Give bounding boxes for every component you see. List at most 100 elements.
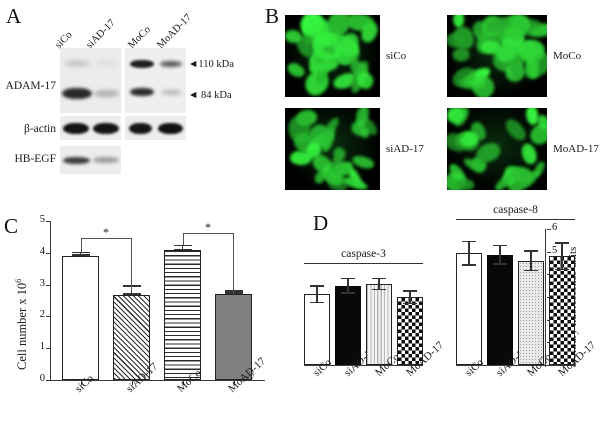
table-row bar-siCo[interactable] <box>62 255 99 380</box>
panel-d-y-tick-label: 6 <box>552 222 558 233</box>
panel-c-x-tick <box>80 381 82 385</box>
table-row bar-MoCo[interactable] <box>164 250 201 380</box>
error-bar-cap-top <box>524 250 538 252</box>
blot-row-label-adam17: ADAM-17 <box>5 80 56 92</box>
micrograph-label-moad17: MoAD-17 <box>553 143 599 155</box>
table-row bar-caspase-3-siCo[interactable] <box>304 294 330 365</box>
panel-c-y-tick <box>46 316 50 318</box>
panel-d-error-bar <box>341 277 355 294</box>
panel-c-error-bar <box>224 290 243 294</box>
panel-c-y-tick <box>46 348 50 350</box>
table-row bar-caspase-3-MoCo[interactable] <box>366 284 392 365</box>
panel-a-letter: A <box>6 4 22 28</box>
panel-c-error-bar <box>122 285 141 296</box>
panel-c-significance-star: * <box>205 220 211 235</box>
panel-c-error-bar <box>71 251 90 256</box>
error-bar-stem <box>530 250 532 272</box>
bracket-right-line <box>130 238 132 292</box>
table-row bar-caspase-3-siAD-17[interactable] <box>335 285 361 365</box>
micrograph-siad17 <box>285 108 380 190</box>
panel-d-group-label-caspase-8: caspase-8 <box>493 204 538 216</box>
micrograph-sico <box>285 15 380 97</box>
error-bar-cap-bottom <box>310 301 324 304</box>
fluorescent-cell <box>447 31 466 49</box>
panel-d-error-bar <box>462 240 476 266</box>
panel-c-y-tick-label: 1 <box>39 341 45 353</box>
bracket-left-line <box>182 233 184 245</box>
error-bar-stem <box>499 244 501 266</box>
table-row bar-caspase-8-MoCo[interactable] <box>518 260 544 365</box>
kda-marker-84: ◄ 84 kDa <box>188 90 232 101</box>
error-bar-cap-top <box>224 290 243 292</box>
panel-d-error-bar <box>403 289 417 305</box>
error-bar-stem <box>347 277 349 294</box>
error-bar-cap-bottom <box>224 292 243 294</box>
panel-c-significance-star: * <box>103 225 109 240</box>
error-bar-cap-top <box>310 285 324 287</box>
error-bar-cap-top <box>71 251 90 254</box>
bracket-left-line <box>80 238 82 252</box>
error-bar-stem <box>130 285 133 296</box>
error-bar-cap-bottom <box>403 302 417 305</box>
error-bar-cap-bottom <box>493 263 507 266</box>
error-bar-stem <box>468 240 470 266</box>
panel-c-y-tick-label: 2 <box>39 309 45 321</box>
panel-c-x-tick <box>182 381 184 385</box>
arrow-left-icon: ◄ <box>188 59 199 70</box>
micrograph-moco <box>447 15 547 97</box>
micrograph-label-siad17: siAD-17 <box>386 143 424 155</box>
panel-c-error-bar <box>173 244 192 251</box>
table-row bar-caspase-8-siAD-17[interactable] <box>487 254 513 365</box>
panel-d-y-tick <box>547 251 551 253</box>
panel-d-y-tick-label: 5 <box>552 244 558 256</box>
panel-c-letter: C <box>4 214 19 238</box>
blot-adam17-si <box>60 48 121 113</box>
error-bar-stem <box>561 241 563 271</box>
panel-c-significance-bracket <box>80 238 132 292</box>
kda-84-text: 84 kDa <box>201 90 232 101</box>
panel-d-x-axis-caspase-8 <box>456 365 575 367</box>
fluorescent-cell <box>524 108 539 126</box>
bracket-top-line <box>182 233 234 235</box>
panel-c-y-tick-label: 3 <box>39 277 45 289</box>
blot-lane-label-moad17: MoAD-17 <box>155 12 194 51</box>
panel-d-group-line-caspase-3 <box>304 263 423 265</box>
error-bar-stem <box>79 251 82 256</box>
error-bar-cap-top <box>173 244 192 247</box>
kda-110-text: 110 kDa <box>198 59 234 70</box>
fluorescent-cell <box>285 59 307 80</box>
blot-adam17-mo <box>125 48 186 113</box>
error-bar-cap-bottom <box>555 268 569 271</box>
table-row bar-caspase-8-siCo[interactable] <box>456 253 482 365</box>
blot-beta-actin-si <box>60 116 121 140</box>
table-row bar-MoAD-17[interactable] <box>215 293 252 380</box>
bracket-right-line <box>232 233 234 297</box>
error-bar-stem <box>378 277 380 291</box>
error-bar-stem <box>316 285 318 304</box>
panel-c-axis-note: 7 <box>251 373 255 381</box>
error-bar-cap-bottom <box>462 264 476 266</box>
blot-lane-label-siad17: siAD-17 <box>84 17 118 51</box>
table-row bar-siAD-17[interactable] <box>113 295 150 380</box>
error-bar-cap-bottom <box>341 291 355 294</box>
error-bar-cap-top <box>462 240 476 243</box>
error-bar-stem <box>181 244 184 251</box>
micrograph-label-moco: MoCo <box>553 50 582 62</box>
panel-c-significance-bracket <box>182 233 234 297</box>
table-row bar-caspase-8-MoAD-17[interactable] <box>549 256 575 365</box>
table-row bar-caspase-3-MoAD-17[interactable] <box>397 297 423 365</box>
error-bar-stem <box>232 290 235 294</box>
fluorescent-cell <box>287 115 311 144</box>
error-bar-cap-top <box>372 277 386 280</box>
panel-d-y-axis <box>545 229 547 367</box>
micrograph-label-sico: siCo <box>386 50 407 62</box>
blot-row-label-beta-actin: β-actin <box>23 123 56 135</box>
error-bar-cap-top <box>122 285 141 287</box>
panel-d-chart: 123456arbitrary fluorescence unitssiCosi… <box>300 204 600 437</box>
fluorescent-cell <box>351 154 376 170</box>
panel-d-y-tick <box>547 229 551 230</box>
panel-c-x-tick <box>131 381 133 385</box>
panel-d-letter: D <box>313 211 329 235</box>
blot-lane-label-moco: MoCo <box>126 24 153 51</box>
